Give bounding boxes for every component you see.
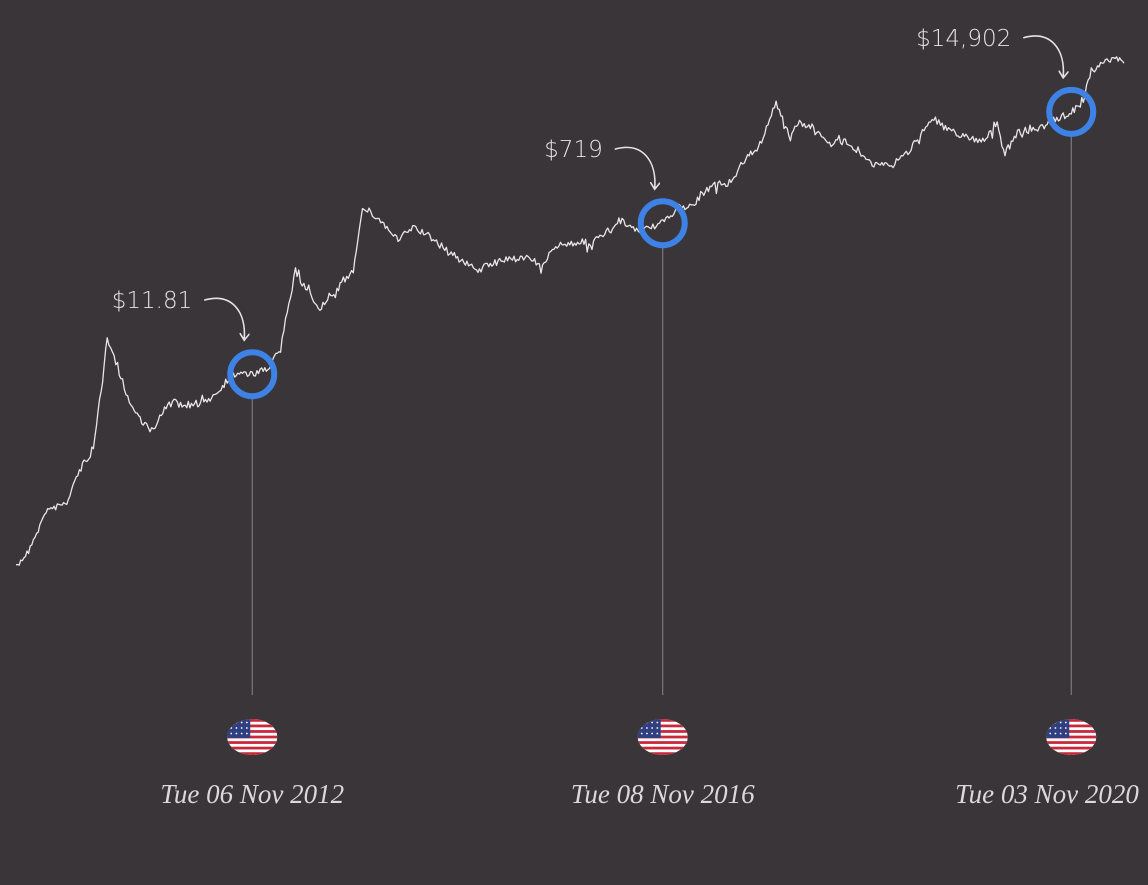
date-label-2: Tue 08 Nov 2016 bbox=[571, 779, 755, 809]
us-flag-icon bbox=[637, 719, 688, 755]
price-arrow-3 bbox=[1023, 35, 1063, 77]
election-marker-2 bbox=[637, 198, 688, 249]
us-flag-icon bbox=[227, 719, 278, 755]
election-marker-1 bbox=[227, 349, 278, 400]
date-label-3: Tue 03 Nov 2020 bbox=[955, 779, 1139, 809]
price-line bbox=[15, 56, 1125, 566]
date-label-1: Tue 06 Nov 2012 bbox=[160, 779, 344, 809]
price-label-1: $11.81 bbox=[112, 288, 192, 314]
price-arrow-2 bbox=[614, 146, 655, 188]
election-marker-3 bbox=[1046, 86, 1097, 137]
price-arrow-1 bbox=[204, 297, 244, 339]
price-label-3: $14,902 bbox=[916, 26, 1011, 52]
us-flag-icon bbox=[1046, 719, 1097, 755]
price-label-2: $719 bbox=[544, 137, 603, 163]
